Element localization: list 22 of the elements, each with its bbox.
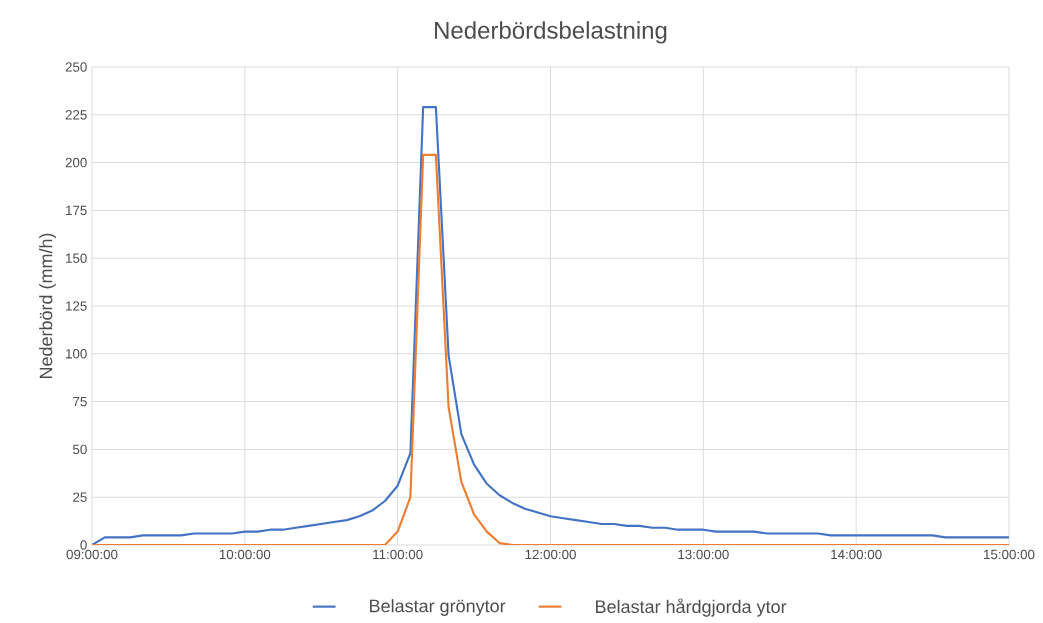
legend-label: Belastar grönytor [370, 599, 506, 616]
x-tick-label: 14:00:00 [831, 549, 882, 560]
x-tick-label: 12:00:00 [525, 549, 576, 560]
legend-label: Belastar hårdgjorda ytor [596, 598, 787, 617]
x-tick-label: 15:00:00 [984, 549, 1035, 560]
y-tick-label: 150 [66, 253, 87, 263]
x-tick-label: 10:00:00 [219, 549, 271, 560]
y-tick-label: 200 [65, 157, 87, 168]
y-tick-label: 100 [66, 349, 87, 359]
y-tick-label: 50 [73, 444, 87, 455]
y-axis-title: Nederbörd (mm/h) [39, 233, 56, 379]
chart-title: Nederbördsbelastning [435, 21, 667, 44]
y-tick-label: 125 [66, 301, 87, 311]
y-tick-label: 25 [73, 492, 87, 502]
x-tick-label: 13:00:00 [678, 549, 729, 560]
x-tick-label: 09:00:00 [66, 549, 118, 560]
y-tick-label: 175 [66, 205, 87, 216]
y-tick-label: 75 [73, 396, 87, 407]
y-tick-label: 250 [65, 62, 87, 72]
y-tick-label: 0 [80, 540, 87, 550]
x-tick-label: 11:00:00 [373, 549, 423, 560]
y-tick-label: 225 [65, 110, 87, 120]
